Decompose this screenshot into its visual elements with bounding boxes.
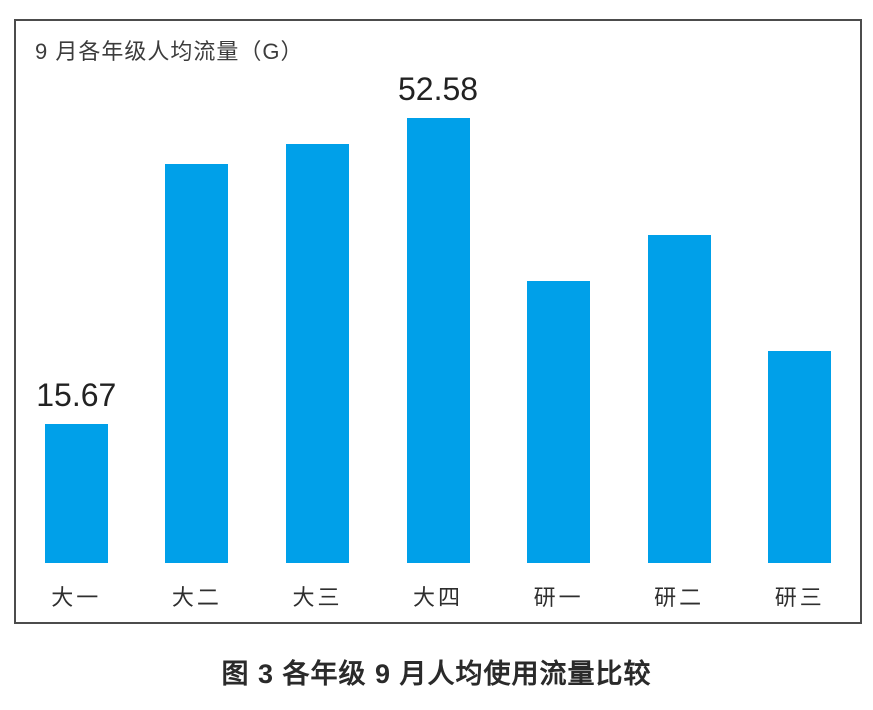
bar-value-label: 15.67 bbox=[36, 377, 117, 414]
chart-title: 9 月各年级人均流量（G） bbox=[35, 39, 304, 64]
category-label: 研二 bbox=[654, 585, 705, 610]
bar-value-label: 52.58 bbox=[397, 71, 479, 108]
category-label: 研三 bbox=[774, 585, 825, 610]
chart-frame: 9 月各年级人均流量（G） 15.67 52.58 大一 大二 大三 大四 研一 研二 研三 bbox=[14, 19, 862, 624]
plot-area: 15.67 52.58 bbox=[16, 21, 860, 563]
bar bbox=[406, 118, 470, 563]
bar bbox=[285, 143, 349, 563]
bar bbox=[647, 235, 711, 563]
bar bbox=[165, 163, 229, 563]
bar-column bbox=[137, 163, 258, 563]
bar-column bbox=[498, 280, 619, 563]
bar bbox=[768, 351, 832, 563]
bar-column: 52.58 bbox=[378, 73, 499, 563]
bar-column: 15.67 bbox=[16, 379, 137, 563]
figure-caption: 图 3 各年级 9 月人均使用流量比较 bbox=[221, 659, 652, 689]
category-label: 大一 bbox=[51, 585, 102, 610]
bar-column bbox=[619, 235, 740, 563]
category-label: 大四 bbox=[413, 585, 464, 610]
category-axis: 大一 大二 大三 大四 研一 研二 研三 bbox=[16, 563, 860, 612]
category-label: 大三 bbox=[292, 585, 343, 610]
category-label: 研一 bbox=[533, 585, 584, 610]
bar-column bbox=[739, 351, 860, 563]
bar bbox=[44, 424, 108, 563]
bar bbox=[527, 280, 591, 563]
bar-column bbox=[257, 143, 378, 563]
category-label: 大二 bbox=[171, 585, 222, 610]
